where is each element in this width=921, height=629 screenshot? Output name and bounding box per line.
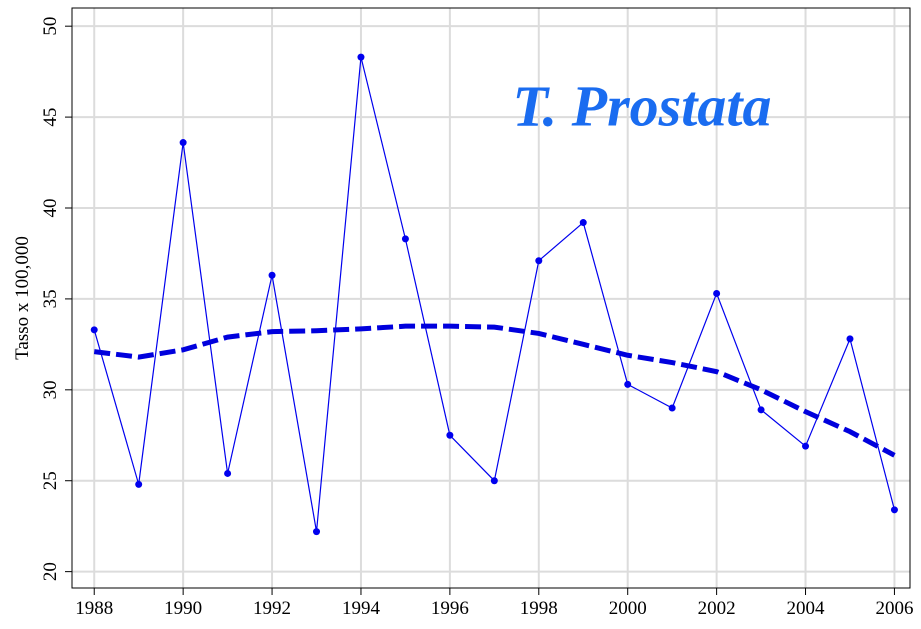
x-tick-label: 1994 — [342, 598, 381, 619]
series-line — [93, 323, 896, 458]
data-point — [846, 335, 854, 343]
data-point — [668, 404, 676, 412]
y-tick-label: 35 — [40, 289, 61, 308]
y-tick-label: 45 — [40, 108, 61, 127]
y-tick-label: 25 — [40, 471, 61, 490]
data-point — [890, 506, 898, 514]
y-tick-label: 50 — [40, 17, 61, 36]
data-point — [535, 257, 543, 265]
data-point — [490, 477, 498, 485]
data-point — [90, 326, 98, 334]
data-point — [313, 528, 321, 536]
x-tick-label: 1998 — [520, 598, 558, 619]
data-point — [179, 139, 187, 147]
data-point — [446, 431, 454, 439]
data-point — [579, 219, 587, 227]
data-point — [624, 380, 632, 388]
data-point — [224, 469, 232, 477]
y-axis-label: Tasso x 100,000 — [12, 236, 33, 360]
data-point — [757, 406, 765, 414]
x-tick-label: 2004 — [787, 598, 826, 619]
y-tick-label: 20 — [40, 562, 61, 581]
data-point — [268, 271, 276, 279]
y-tick-label: 30 — [40, 380, 61, 399]
data-point — [713, 289, 721, 297]
annotation: T. Prostata — [513, 73, 772, 138]
x-tick-label: 2002 — [698, 598, 736, 619]
series-line — [93, 56, 896, 532]
data-point — [135, 480, 143, 488]
data-point — [401, 235, 409, 243]
plot-frame — [71, 7, 911, 589]
x-tick-label: 2000 — [609, 598, 647, 619]
x-tick-label: 1988 — [75, 598, 113, 619]
x-tick-label: 2006 — [875, 598, 913, 619]
data-point — [357, 53, 365, 61]
x-tick-label: 1996 — [431, 598, 469, 619]
x-tick-label: 1992 — [253, 598, 291, 619]
y-tick-label: 40 — [40, 199, 61, 218]
data-point — [802, 442, 810, 450]
x-tick-label: 1990 — [164, 598, 202, 619]
